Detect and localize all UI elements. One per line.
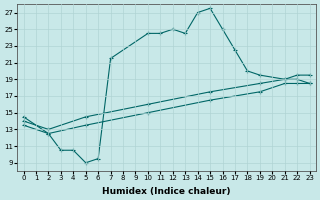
X-axis label: Humidex (Indice chaleur): Humidex (Indice chaleur) [102,187,231,196]
